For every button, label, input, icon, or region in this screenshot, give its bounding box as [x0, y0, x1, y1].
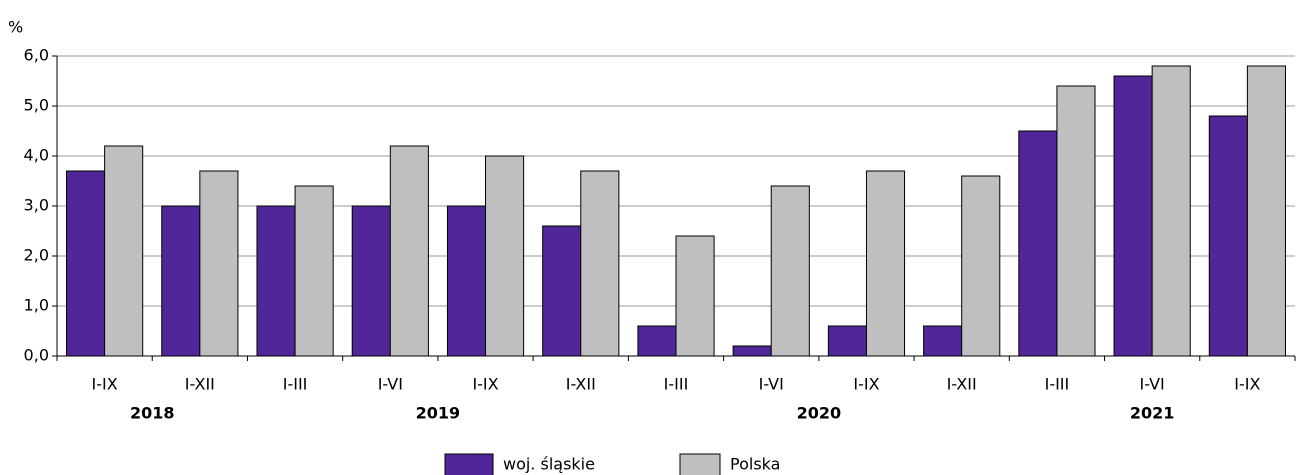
y-unit: %: [8, 18, 23, 37]
year-label: 2021: [1130, 404, 1175, 423]
y-tick-label: 0,0: [24, 346, 49, 365]
bar: [256, 205, 296, 357]
bar: [485, 155, 525, 357]
bar: [827, 325, 867, 357]
y-tick-label: 2,0: [24, 246, 49, 265]
bar: [66, 170, 106, 357]
x-tick-label: I-VI: [1140, 375, 1165, 394]
bar: [1208, 115, 1248, 357]
x-tick-label: I-IX: [92, 375, 118, 394]
bar: [1246, 65, 1286, 357]
y-tick-label: 6,0: [24, 46, 49, 65]
bar: [542, 225, 582, 357]
x-tick-label: I-VI: [759, 375, 784, 394]
bar: [770, 185, 810, 357]
y-tick-label: 5,0: [24, 96, 49, 115]
bar: [675, 235, 715, 357]
bar: [865, 170, 906, 357]
bar: [351, 205, 391, 357]
y-tick-label: 3,0: [24, 196, 49, 215]
bar: [1113, 75, 1153, 357]
x-tick-label: I-IX: [853, 375, 879, 394]
x-tick-label: I-VI: [378, 375, 403, 394]
bar: [389, 145, 429, 357]
x-tick-label: I-XII: [947, 375, 977, 394]
x-tick-label: I-III: [664, 375, 689, 394]
bar: [161, 205, 201, 357]
legend-label: Polska: [730, 455, 780, 474]
bar: [637, 325, 677, 357]
x-tick-label: I-IX: [472, 375, 498, 394]
x-tick-label: I-III: [283, 375, 308, 394]
year-label: 2019: [416, 404, 461, 423]
bar: [199, 170, 239, 357]
bar: [1056, 85, 1096, 357]
bar: [1151, 65, 1191, 357]
legend-label: woj. śląskie: [503, 455, 595, 474]
y-tick-label: 4,0: [24, 146, 49, 165]
year-label: 2018: [130, 404, 175, 423]
bar: [923, 325, 963, 357]
x-tick-label: I-IX: [1234, 375, 1260, 394]
legend-swatch: [679, 453, 721, 475]
bar: [446, 205, 487, 357]
bar: [1018, 130, 1058, 357]
bar: [294, 185, 334, 357]
y-tick-label: 1,0: [24, 296, 49, 315]
x-tick-label: I-XII: [185, 375, 215, 394]
bar: [961, 175, 1001, 357]
x-tick-label: I-III: [1045, 375, 1070, 394]
legend-swatch: [444, 453, 494, 475]
bar: [104, 145, 144, 357]
x-tick-label: I-XII: [566, 375, 596, 394]
year-label: 2020: [797, 404, 842, 423]
bar: [580, 170, 620, 357]
bar: [732, 345, 772, 357]
